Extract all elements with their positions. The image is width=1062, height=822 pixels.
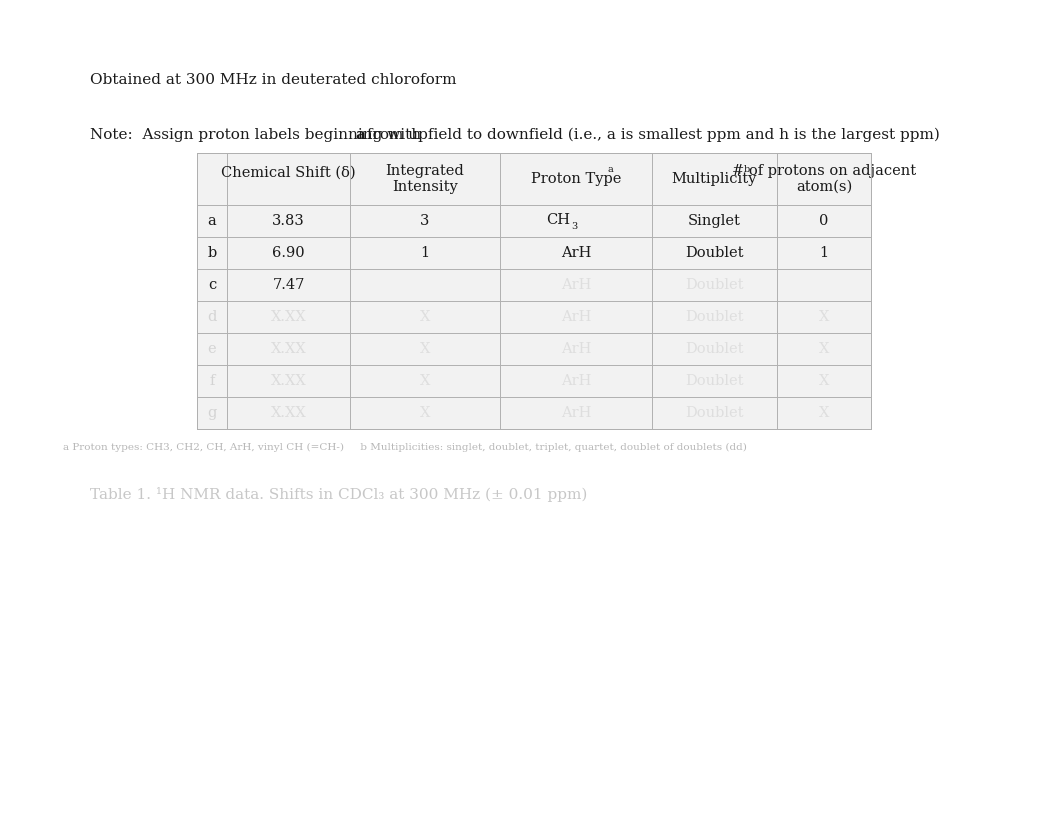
Text: a Proton types: CH3, CH2, CH, ArH, vinyl CH (=CH-)     b Multiplicities: singlet: a Proton types: CH3, CH2, CH, ArH, vinyl… <box>63 443 747 452</box>
Text: Doublet: Doublet <box>685 278 743 292</box>
Text: 6.90: 6.90 <box>272 246 305 260</box>
Text: d: d <box>207 310 217 324</box>
Text: 0: 0 <box>819 214 828 228</box>
Text: Doublet: Doublet <box>685 246 743 260</box>
Text: 3: 3 <box>421 214 430 228</box>
Text: X: X <box>419 374 430 388</box>
Text: atom(s): atom(s) <box>795 180 852 194</box>
Text: X.XX: X.XX <box>271 406 306 420</box>
Text: X: X <box>419 310 430 324</box>
Text: 7.47: 7.47 <box>272 278 305 292</box>
Text: ArH: ArH <box>561 310 592 324</box>
Text: Doublet: Doublet <box>685 342 743 356</box>
Bar <box>196 153 871 429</box>
Text: X.XX: X.XX <box>271 342 306 356</box>
Text: Doublet: Doublet <box>685 374 743 388</box>
Text: ArH: ArH <box>561 278 592 292</box>
Text: X.XX: X.XX <box>271 374 306 388</box>
Text: ArH: ArH <box>561 406 592 420</box>
Text: Note:  Assign proton labels beginning with: Note: Assign proton labels beginning wit… <box>90 128 426 142</box>
Text: 3: 3 <box>571 221 578 230</box>
Text: Doublet: Doublet <box>685 406 743 420</box>
Text: 1: 1 <box>820 246 828 260</box>
Text: Doublet: Doublet <box>685 310 743 324</box>
Text: ArH: ArH <box>561 374 592 388</box>
Text: a: a <box>607 165 613 174</box>
Text: CH: CH <box>546 213 570 227</box>
Text: X: X <box>819 310 829 324</box>
Text: ArH: ArH <box>561 342 592 356</box>
Text: Singlet: Singlet <box>688 214 741 228</box>
Text: X: X <box>419 406 430 420</box>
Text: X.XX: X.XX <box>271 310 306 324</box>
Text: X: X <box>819 374 829 388</box>
Text: Table 1. ¹H NMR data. Shifts in CDCl₃ at 300 MHz (± 0.01 ppm): Table 1. ¹H NMR data. Shifts in CDCl₃ at… <box>90 487 587 502</box>
Text: X: X <box>819 342 829 356</box>
Text: X: X <box>419 342 430 356</box>
Text: Integrated: Integrated <box>386 164 464 178</box>
Text: Proton Type: Proton Type <box>531 172 621 186</box>
Text: 3.83: 3.83 <box>272 214 305 228</box>
Text: Intensity: Intensity <box>392 180 458 194</box>
Text: a: a <box>208 214 217 228</box>
Text: b: b <box>207 246 217 260</box>
Text: X: X <box>819 406 829 420</box>
Text: Multiplicity: Multiplicity <box>672 172 757 186</box>
Bar <box>196 153 871 429</box>
Text: from upfield to downfield (i.e., a is smallest ppm and h is the largest ppm): from upfield to downfield (i.e., a is sm… <box>362 128 940 142</box>
Text: Chemical Shift (δ): Chemical Shift (δ) <box>221 166 356 180</box>
Text: g: g <box>207 406 217 420</box>
Text: Obtained at 300 MHz in deuterated chloroform: Obtained at 300 MHz in deuterated chloro… <box>90 73 457 87</box>
Text: # of protons on adjacent: # of protons on adjacent <box>732 164 917 178</box>
Text: ArH: ArH <box>561 246 592 260</box>
Text: 1: 1 <box>421 246 429 260</box>
Text: a: a <box>356 128 365 142</box>
Text: f: f <box>209 374 215 388</box>
Text: e: e <box>208 342 217 356</box>
Text: c: c <box>208 278 217 292</box>
Text: b: b <box>743 165 750 174</box>
